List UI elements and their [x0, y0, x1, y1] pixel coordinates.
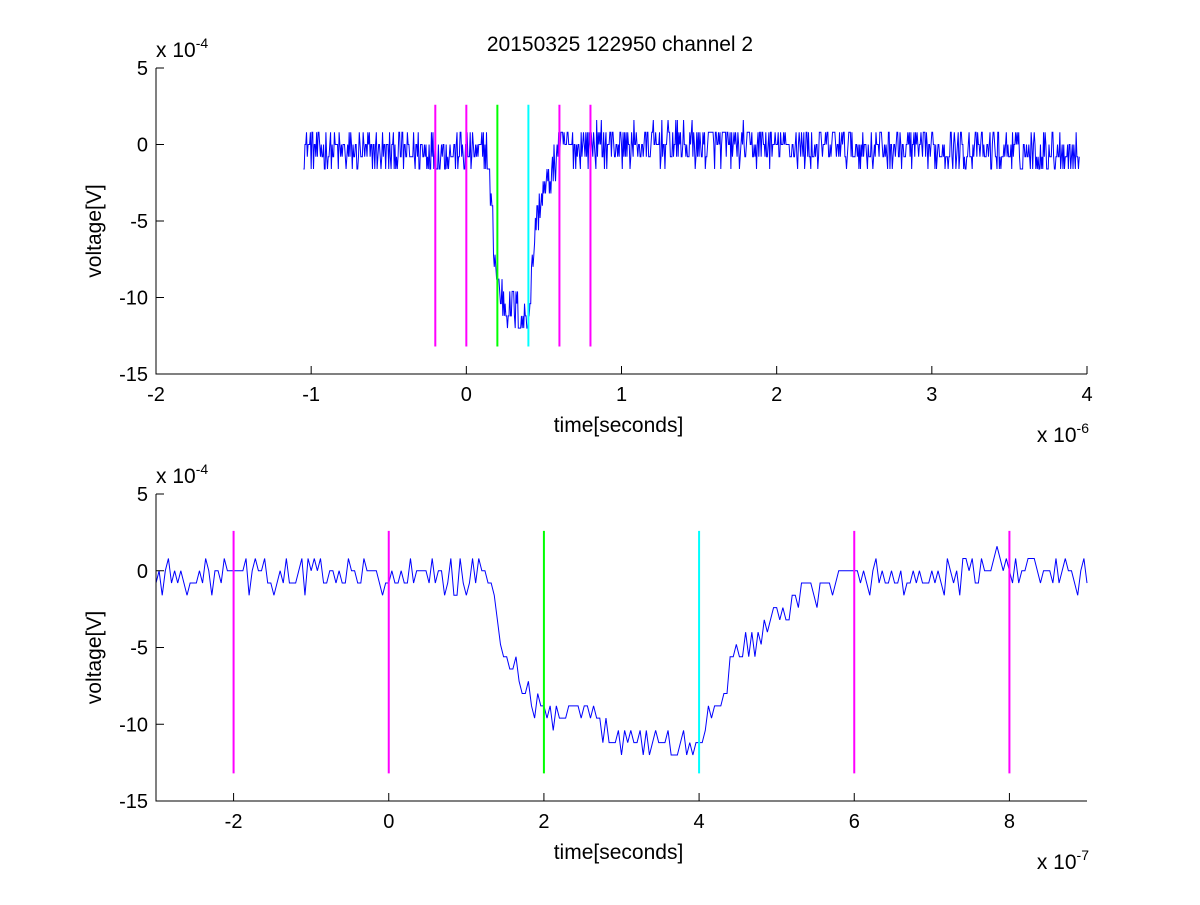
x-tick-label: -2: [225, 811, 243, 833]
x-tick-label: 3: [926, 384, 937, 406]
y-axis-label: voltage[V]: [83, 184, 106, 277]
y-tick-label: -15: [119, 791, 148, 813]
bottom-subplot: -2 0 2 4 6 8 -15 -10 -5 0 5 time[seconds] voltage[V]…: [83, 461, 1089, 874]
y-tick-label: 0: [137, 135, 148, 157]
x-tick-label: 8: [1004, 811, 1015, 833]
x-axis-multiplier: x 10-7: [1037, 847, 1089, 874]
x-axis-multiplier: x 10-6: [1037, 420, 1089, 447]
top-subplot: -2 -1 0 1 2 3 4-15-10-505time[seconds]voltage[…: [83, 35, 1093, 447]
y-tick-label: -5: [130, 638, 148, 660]
x-tick-label: 1: [616, 384, 627, 406]
x-tick-label: -2: [147, 384, 165, 406]
y-tick-label: 5: [137, 58, 148, 80]
x-tick-label: -1: [302, 384, 320, 406]
y-axis-multiplier: x 10-4: [156, 35, 208, 62]
y-tick-label: -10: [119, 288, 148, 310]
y-tick-label: -15: [119, 364, 148, 386]
y-axis-multiplier: x 10-4: [156, 461, 208, 488]
x-tick-label: 6: [849, 811, 860, 833]
x-tick-label: 2: [538, 811, 549, 833]
x-tick-label: 2: [771, 384, 782, 406]
x-tick-label: 0: [383, 811, 394, 833]
x-axis-label: time[seconds]: [554, 841, 684, 864]
y-tick-label: -5: [130, 211, 148, 233]
signal-trace: [303, 119, 1080, 329]
y-axis-label: voltage[V]: [83, 611, 106, 704]
signal-trace: [155, 546, 1088, 756]
x-tick-label: 0: [461, 384, 472, 406]
y-tick-label: -10: [119, 714, 148, 736]
x-axis-label: time[seconds]: [554, 414, 684, 437]
x-tick-label: 4: [1081, 384, 1092, 406]
x-tick-label: 4: [694, 811, 705, 833]
y-tick-label: 5: [137, 484, 148, 506]
figure-title: 20150325 122950 channel 2: [487, 33, 753, 56]
y-tick-label: 0: [137, 561, 148, 583]
axes-frame: [155, 68, 1087, 375]
